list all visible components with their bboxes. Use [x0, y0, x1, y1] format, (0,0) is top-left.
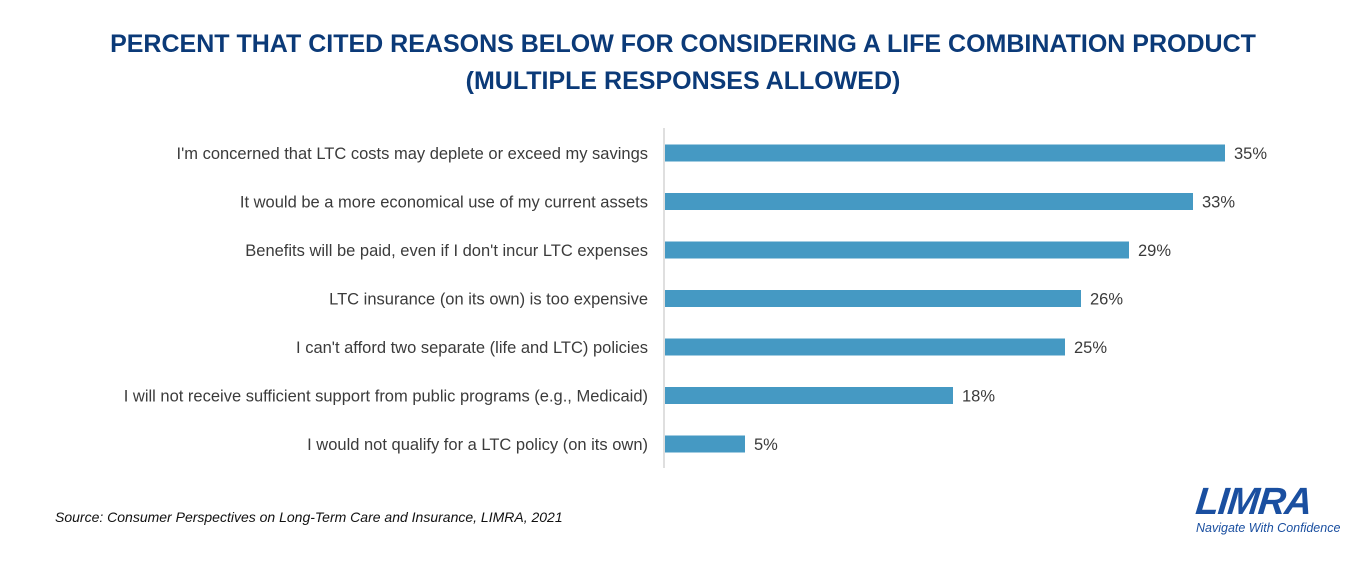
category-label: I would not qualify for a LTC policy (on…	[307, 436, 648, 454]
chart-title-line-1: PERCENT THAT CITED REASONS BELOW FOR CON…	[110, 30, 1256, 58]
bar-group: I'm concerned that LTC costs may deplete…	[124, 144, 1267, 454]
source-note: Source: Consumer Perspectives on Long-Te…	[55, 509, 563, 525]
category-label: I can't afford two separate (life and LT…	[296, 339, 648, 357]
data-label: 25%	[1074, 339, 1107, 357]
data-label: 5%	[754, 436, 778, 454]
data-label: 35%	[1234, 145, 1267, 163]
bar	[665, 193, 1193, 210]
bar	[665, 144, 1225, 162]
logo-tagline: Navigate With Confidence	[1196, 521, 1341, 535]
bar	[665, 290, 1081, 307]
chart-title-line-2: (MULTIPLE RESPONSES ALLOWED)	[465, 67, 901, 95]
category-label: It would be a more economical use of my …	[240, 194, 648, 212]
bar	[665, 435, 745, 453]
category-label: LTC insurance (on its own) is too expens…	[329, 291, 648, 309]
logo-wordmark: LIMRA	[1193, 481, 1314, 523]
data-label: 29%	[1138, 242, 1171, 260]
category-label: Benefits will be paid, even if I don't i…	[245, 242, 648, 260]
category-label: I'm concerned that LTC costs may deplete…	[177, 145, 648, 163]
category-label: I will not receive sufficient support fr…	[124, 388, 648, 406]
limra-logo: LIMRA Navigate With Confidence	[1192, 480, 1342, 542]
data-label: 26%	[1090, 291, 1123, 309]
bar	[665, 338, 1065, 356]
bar	[665, 241, 1129, 259]
data-label: 33%	[1202, 194, 1235, 212]
bar	[665, 387, 953, 404]
data-label: 18%	[962, 388, 995, 406]
